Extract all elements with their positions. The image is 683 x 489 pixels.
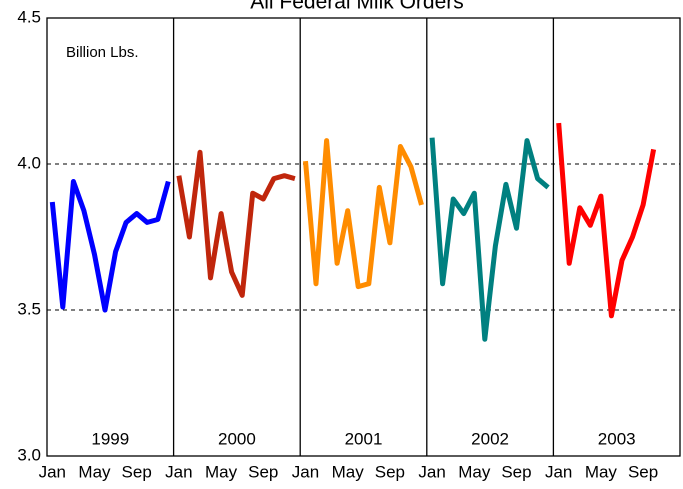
series-line bbox=[49, 179, 171, 313]
year-label: 2001 bbox=[345, 429, 383, 448]
year-label: 1999 bbox=[91, 429, 129, 448]
x-tick-label: May bbox=[585, 462, 618, 481]
chart-title: All Federal Milk Orders bbox=[250, 0, 464, 14]
x-tick-label: May bbox=[458, 462, 491, 481]
x-tick-label: May bbox=[332, 462, 365, 481]
x-tick-label: May bbox=[78, 462, 111, 481]
series-line bbox=[429, 137, 550, 342]
x-tick-label: Sep bbox=[248, 462, 278, 481]
year-label: 2000 bbox=[218, 429, 256, 448]
x-tick-label: Jan bbox=[418, 462, 445, 481]
x-tick-label: Jan bbox=[545, 462, 572, 481]
x-tick-label: Sep bbox=[628, 462, 658, 481]
year-label: 2003 bbox=[598, 429, 636, 448]
x-tick-label: Sep bbox=[375, 462, 405, 481]
y-tick-label: 4.0 bbox=[17, 153, 41, 172]
y-tick-label: 3.0 bbox=[17, 445, 41, 464]
year-label: 2002 bbox=[471, 429, 509, 448]
y-tick-label: 4.5 bbox=[17, 7, 41, 26]
x-tick-label: Sep bbox=[122, 462, 152, 481]
series-line bbox=[556, 122, 657, 319]
y-tick-label: 3.5 bbox=[17, 299, 41, 318]
x-tick-label: Jan bbox=[292, 462, 319, 481]
x-tick-label: Jan bbox=[39, 462, 66, 481]
series-line bbox=[303, 138, 424, 290]
x-tick-label: May bbox=[205, 462, 238, 481]
plot-frame bbox=[46, 17, 681, 457]
x-tick-label: Sep bbox=[501, 462, 531, 481]
x-tick-label: Jan bbox=[165, 462, 192, 481]
series-line bbox=[176, 149, 296, 298]
unit-annotation: Billion Lbs. bbox=[66, 44, 139, 61]
